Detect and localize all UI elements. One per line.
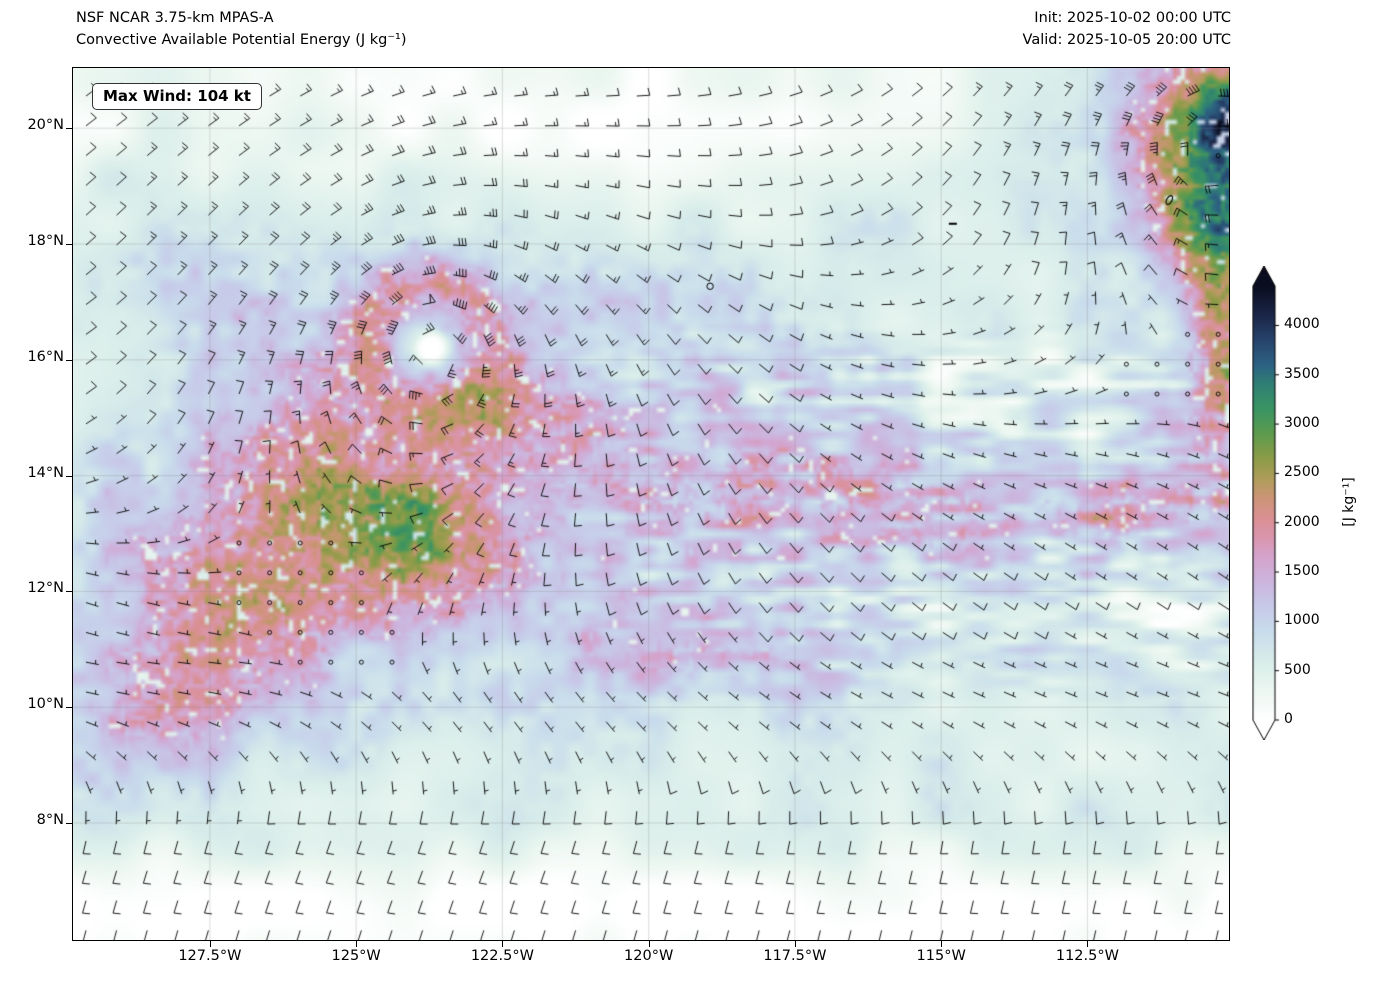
x-tick-mark <box>502 941 504 947</box>
x-tick-label: 127.5°W <box>178 948 242 964</box>
map-plot: Max Wind: 104 kt <box>72 67 1230 941</box>
colorbar-tick-label: 2000 <box>1284 513 1320 530</box>
y-tick-label: 8°N <box>36 812 64 829</box>
field-title: Convective Available Potential Energy (J… <box>76 32 407 48</box>
cape-heatmap-canvas <box>73 68 1229 940</box>
init-time-label: Init: 2025-10-02 00:00 UTC <box>1034 10 1231 26</box>
x-tick-mark <box>648 941 650 947</box>
y-tick-mark <box>66 359 72 361</box>
y-tick-label: 10°N <box>27 696 64 713</box>
colorbar <box>1252 266 1282 740</box>
colorbar-tick-label: 2500 <box>1284 464 1320 481</box>
y-tick-label: 20°N <box>27 117 64 134</box>
x-tick-label: 125°W <box>331 948 381 964</box>
y-tick-mark <box>66 823 72 825</box>
colorbar-tick-label: 1500 <box>1284 563 1320 580</box>
colorbar-label: [J kg⁻¹] <box>1341 477 1357 527</box>
colorbar-tick-label: 3000 <box>1284 415 1320 432</box>
y-tick-mark <box>66 475 72 477</box>
colorbar-tick-label: 1000 <box>1284 612 1320 629</box>
valid-time-label: Valid: 2025-10-05 20:00 UTC <box>1022 32 1231 48</box>
colorbar-tick-label: 500 <box>1284 661 1311 678</box>
model-title: NSF NCAR 3.75-km MPAS-A <box>76 10 274 26</box>
y-tick-label: 14°N <box>27 464 64 481</box>
y-tick-mark <box>66 591 72 593</box>
x-tick-mark <box>1087 941 1089 947</box>
x-tick-label: 112.5°W <box>1055 948 1119 964</box>
x-tick-mark <box>209 941 211 947</box>
colorbar-tick-label: 3500 <box>1284 365 1320 382</box>
figure-title-block: NSF NCAR 3.75-km MPAS-A Convective Avail… <box>76 7 407 51</box>
x-tick-label: 120°W <box>624 948 674 964</box>
y-tick-mark <box>66 128 72 130</box>
x-tick-mark <box>356 941 358 947</box>
x-tick-mark <box>794 941 796 947</box>
y-tick-mark <box>66 707 72 709</box>
colorbar-tick-label: 0 <box>1284 711 1293 727</box>
x-tick-label: 122.5°W <box>470 948 534 964</box>
y-tick-mark <box>66 244 72 246</box>
x-tick-mark <box>941 941 943 947</box>
y-tick-label: 18°N <box>27 233 64 250</box>
colorbar-tick-label: 4000 <box>1284 316 1320 333</box>
y-tick-label: 12°N <box>27 580 64 597</box>
run-time-block: Init: 2025-10-02 00:00 UTC Valid: 2025-1… <box>1023 7 1231 51</box>
y-tick-label: 16°N <box>27 348 64 365</box>
x-tick-label: 117.5°W <box>763 948 827 964</box>
max-wind-badge: Max Wind: 104 kt <box>92 83 262 110</box>
x-tick-label: 115°W <box>916 948 966 964</box>
